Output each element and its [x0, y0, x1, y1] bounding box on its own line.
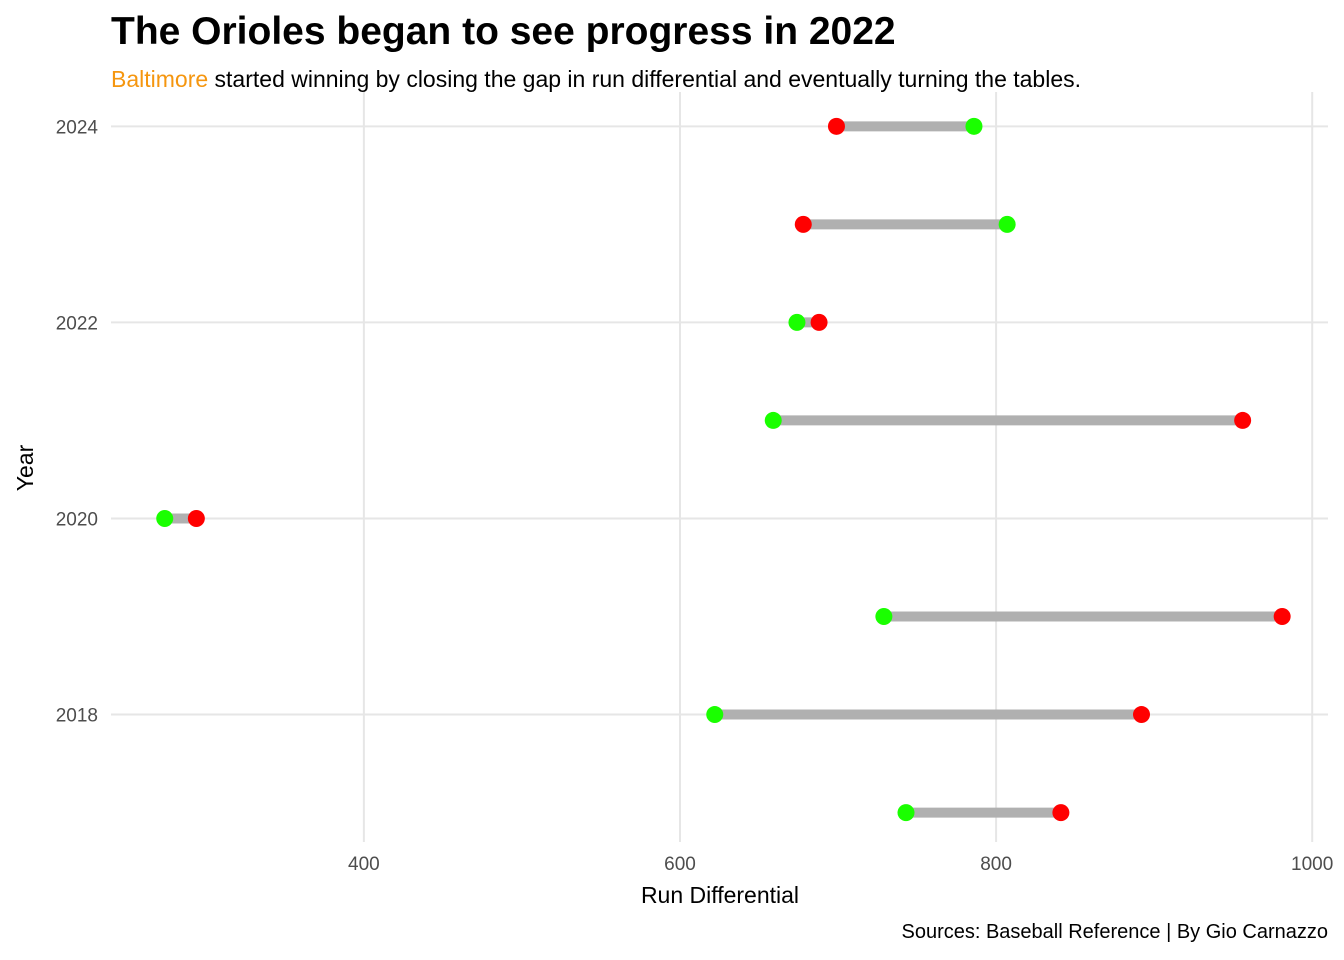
- y-tick-label: 2020: [56, 509, 98, 530]
- y-tick-label: 2022: [56, 313, 98, 334]
- segment-layer: [164, 121, 1283, 818]
- subtitle-highlight: Baltimore: [111, 66, 209, 92]
- x-tick-label: 600: [664, 854, 696, 875]
- red-point-2018: [1132, 706, 1150, 724]
- red-point-2021: [1234, 411, 1252, 429]
- chart-subtitle: Baltimore started winning by closing the…: [111, 66, 1081, 93]
- grid-layer: [111, 92, 1328, 842]
- y-axis-title: Year: [12, 444, 38, 491]
- subtitle-text: started winning by closing the gap in ru…: [208, 66, 1082, 92]
- green-point-2020: [156, 509, 174, 527]
- x-tick-label: 1000: [1291, 854, 1333, 875]
- x-axis-title: Run Differential: [641, 882, 799, 908]
- y-tick-label: 2018: [56, 706, 98, 727]
- red-point-2022: [810, 313, 828, 331]
- chart-title: The Orioles began to see progress in 202…: [111, 10, 896, 53]
- red-point-2017: [1052, 804, 1070, 822]
- red-point-2023: [794, 215, 812, 233]
- green-point-2018: [706, 706, 724, 724]
- point-layer: [156, 117, 1291, 822]
- green-point-2019: [875, 608, 893, 626]
- green-point-2023: [998, 215, 1016, 233]
- tick-label-layer: 400 600 800 1000 2018 2020 2022 2024: [56, 117, 1334, 875]
- chart-caption: Sources: Baseball Reference | By Gio Car…: [901, 921, 1328, 943]
- green-point-2017: [897, 804, 915, 822]
- x-tick-label: 800: [980, 854, 1012, 875]
- green-point-2021: [764, 411, 782, 429]
- y-tick-label: 2024: [56, 117, 99, 138]
- green-point-2022: [788, 313, 806, 331]
- red-point-2024: [827, 117, 845, 135]
- red-point-2019: [1273, 608, 1291, 626]
- green-point-2024: [965, 117, 983, 135]
- x-tick-label: 400: [348, 854, 380, 875]
- red-point-2020: [187, 509, 205, 527]
